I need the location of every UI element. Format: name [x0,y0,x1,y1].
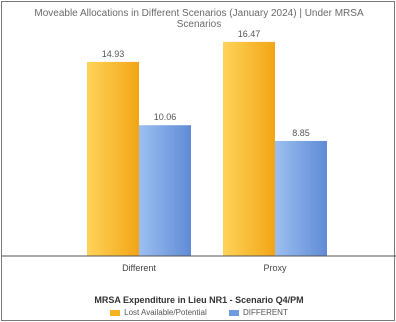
bar-value-label-2-1: 10.06 [154,112,177,122]
bar-2-1 [139,125,191,256]
chart-title: Moveable Allocations in Different Scenar… [2,8,396,30]
legend-item-series-1: Lost Available/Potential [110,308,207,317]
chart-title-line-2: Scenarios [176,19,222,30]
bar-1-1 [87,61,139,256]
bar-value-label-1-1: 14.93 [102,49,125,59]
chart-legend: Lost Available/Potential DIFFERENT [2,308,396,317]
legend-label-series-1: Lost Available/Potential [124,308,207,317]
bar-1-2 [223,41,275,256]
legend-swatch-series-1 [110,309,121,316]
chart-title-line-1: Moveable Allocations in Different Scenar… [34,8,364,19]
x-tick-label-1: Different [122,263,156,273]
legend-item-series-2: DIFFERENT [228,308,288,317]
legend-label-series-2: DIFFERENT [242,308,288,317]
bar-2-2 [275,140,327,256]
bar-value-label-1-2: 16.47 [238,29,261,39]
legend-swatch-series-2 [228,309,239,316]
chart-caption: MRSA Expenditure in Lieu NR1 - Scenario … [94,295,304,305]
bar-value-label-2-2: 8.85 [292,128,310,138]
x-tick-label-2: Proxy [263,263,287,273]
bar-chart: 14.93 16.47 10.06 8.85 Different Proxy [2,29,396,273]
